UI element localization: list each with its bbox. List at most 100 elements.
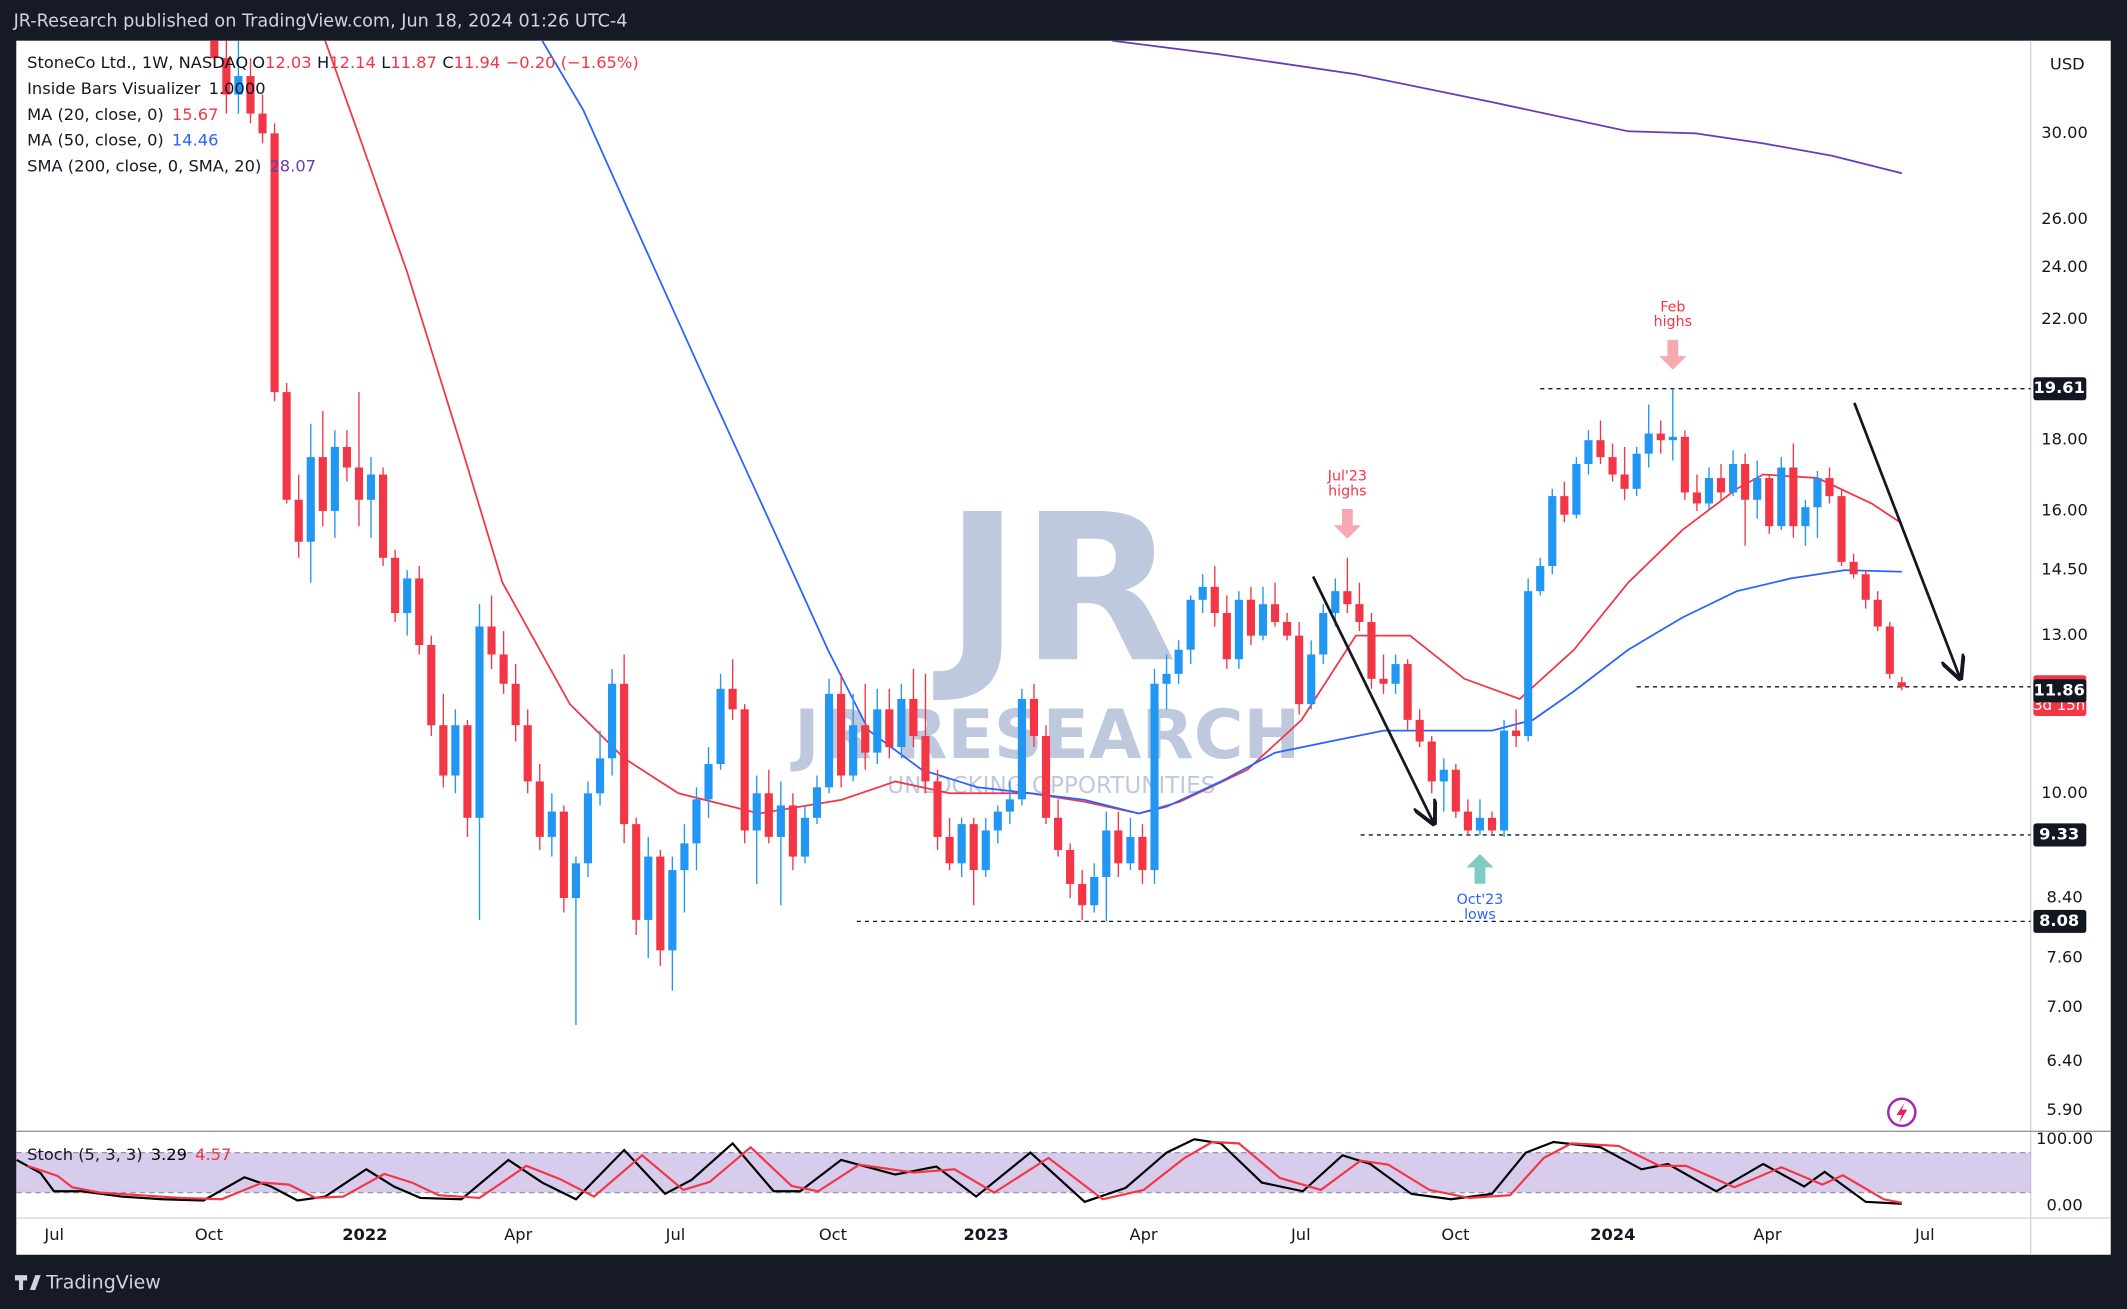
candle-body bbox=[1234, 599, 1243, 660]
legend-text: 4.57 bbox=[195, 1145, 231, 1164]
x-tick-label: Jul bbox=[1290, 1225, 1311, 1244]
candle-body bbox=[1885, 626, 1894, 674]
candle-body bbox=[1295, 635, 1304, 705]
candle-body bbox=[800, 817, 810, 857]
price-label: 8.08 bbox=[2039, 911, 2079, 930]
y-tick-label: 5.90 bbox=[2046, 1100, 2082, 1119]
candle-body bbox=[1017, 698, 1026, 800]
legend-text: Inside Bars Visualizer bbox=[27, 79, 201, 98]
candle-body bbox=[644, 856, 653, 920]
annotation-text: Feb bbox=[1660, 299, 1685, 315]
candle-body bbox=[1005, 799, 1014, 812]
candle-body bbox=[1777, 467, 1786, 527]
candle-body bbox=[1246, 599, 1256, 636]
candle-body bbox=[1704, 478, 1714, 504]
annotation-arrow bbox=[1659, 339, 1687, 370]
annotation-text: highs bbox=[1654, 314, 1692, 330]
y-tick-label: 24.00 bbox=[2041, 257, 2088, 276]
candle-body bbox=[1138, 836, 1147, 871]
candle-body bbox=[306, 457, 315, 542]
alert-ring bbox=[1887, 1097, 1917, 1128]
candle-body bbox=[330, 446, 339, 511]
candle-body bbox=[210, 40, 219, 59]
legend-text: 15.67 bbox=[172, 105, 219, 124]
candle-body bbox=[1668, 436, 1677, 441]
legend-text: H bbox=[317, 53, 329, 72]
candle-body bbox=[909, 698, 918, 737]
candle-body bbox=[933, 781, 942, 837]
candle-body bbox=[1692, 492, 1701, 504]
candle-body bbox=[1813, 478, 1822, 508]
alert-icon[interactable] bbox=[1887, 1097, 1917, 1128]
candle-body bbox=[1837, 496, 1846, 562]
candle-body bbox=[1367, 621, 1376, 679]
candle-body bbox=[1572, 464, 1581, 515]
x-tick-label: Apr bbox=[1129, 1225, 1157, 1244]
x-tick-label: 2023 bbox=[963, 1225, 1008, 1244]
candle-body bbox=[583, 793, 593, 864]
x-tick-label: Jul bbox=[665, 1225, 686, 1244]
stoch-line bbox=[27, 1140, 1903, 1204]
candle-body bbox=[1644, 433, 1653, 454]
y-tick-label: 30.00 bbox=[2041, 123, 2088, 142]
x-tick-label: Oct bbox=[195, 1225, 223, 1244]
candle-body bbox=[692, 799, 701, 844]
candle-body bbox=[837, 693, 846, 776]
candle-body bbox=[1512, 730, 1521, 737]
candle-body bbox=[1415, 719, 1424, 742]
candle-body bbox=[740, 709, 749, 831]
alert-bolt bbox=[1896, 1102, 1908, 1124]
legend-text: 12.14 bbox=[329, 53, 376, 72]
candle-body bbox=[873, 709, 882, 753]
candle-body bbox=[1499, 730, 1509, 831]
stoch-tick-label: 0.00 bbox=[2046, 1195, 2082, 1214]
candle-body bbox=[1403, 664, 1412, 720]
y-tick-label: 7.00 bbox=[2046, 997, 2082, 1016]
x-tick-label: Apr bbox=[504, 1225, 532, 1244]
annotation-text: highs bbox=[1328, 483, 1366, 499]
candle-body bbox=[849, 725, 858, 776]
candle-body bbox=[1680, 436, 1689, 493]
candle-body bbox=[608, 683, 617, 759]
y-tick-label: 8.40 bbox=[2046, 888, 2082, 907]
candle-body bbox=[1596, 440, 1605, 458]
candle-body bbox=[1331, 591, 1340, 614]
candle-body bbox=[788, 805, 797, 857]
candle-body bbox=[981, 830, 990, 871]
legend-text: 1.0000 bbox=[209, 79, 266, 98]
legend-text: Stoch (5, 3, 3) bbox=[27, 1145, 143, 1164]
trend-arrow bbox=[1853, 402, 1960, 678]
candle-body bbox=[1102, 830, 1111, 877]
legend-text: StoneCo Ltd., 1W, NASDAQ bbox=[27, 53, 248, 72]
price-label-box bbox=[2033, 823, 2087, 847]
legend-text: MA (20, close, 0) bbox=[27, 105, 164, 124]
moving-average bbox=[1112, 40, 1903, 175]
candle-body bbox=[487, 626, 496, 655]
candle-body bbox=[1283, 621, 1292, 636]
candle-body bbox=[969, 824, 978, 871]
footer-logo: TradingView bbox=[14, 1272, 161, 1294]
candle-body bbox=[1355, 604, 1364, 622]
candle-body bbox=[1162, 673, 1171, 684]
candle-body bbox=[1041, 736, 1051, 818]
candle-body bbox=[1487, 817, 1497, 831]
stoch-pane bbox=[16, 1138, 2031, 1205]
candle-body bbox=[1716, 478, 1726, 493]
annotation-arrow bbox=[1466, 853, 1494, 884]
footer-brand: TradingView bbox=[45, 1272, 161, 1294]
candle-body bbox=[1729, 464, 1738, 493]
candle-body bbox=[1620, 474, 1629, 489]
candle-body bbox=[1054, 817, 1063, 850]
candle-body bbox=[885, 709, 894, 748]
candle-body bbox=[234, 76, 243, 95]
candle-body bbox=[668, 870, 677, 951]
candle-body bbox=[415, 578, 424, 645]
candle-body bbox=[475, 626, 484, 818]
candle-body bbox=[547, 811, 556, 837]
candle-body bbox=[680, 843, 689, 871]
x-tick-label: 2022 bbox=[342, 1225, 387, 1244]
candle-body bbox=[897, 698, 906, 748]
legend-text: −0.20 (−1.65%) bbox=[506, 53, 639, 72]
candle-body bbox=[1270, 604, 1280, 622]
